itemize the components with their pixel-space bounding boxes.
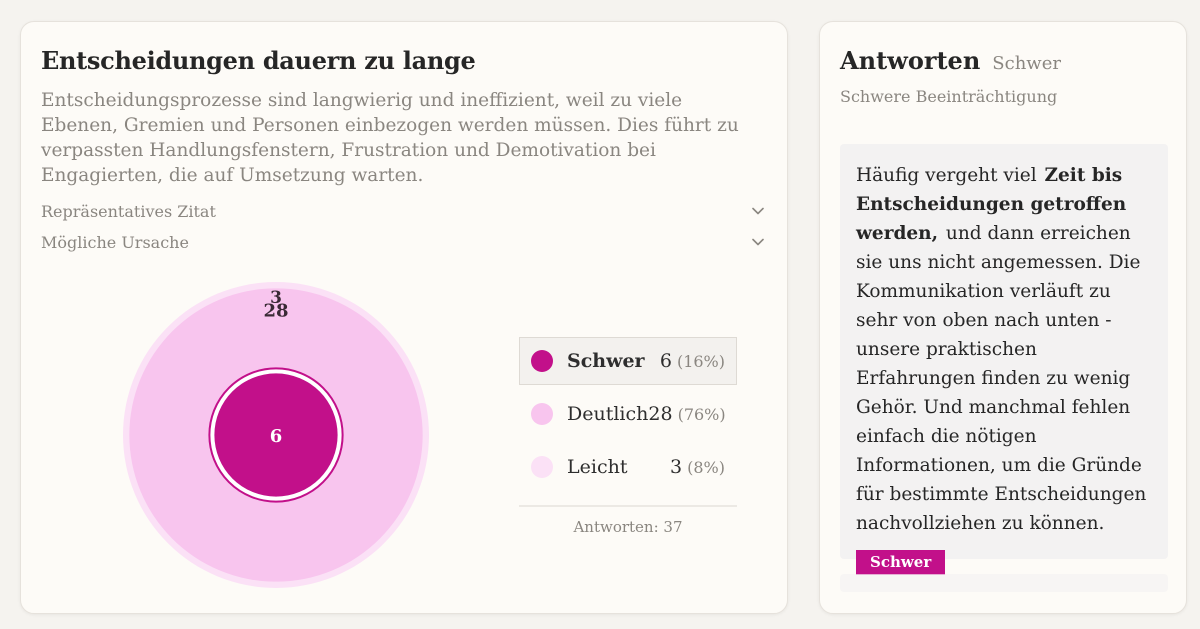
answer-text-before: Häufig vergeht viel	[856, 165, 1043, 186]
card-title: Entscheidungen dauern zu lange	[41, 46, 476, 75]
answers-filter: Schwer	[992, 53, 1061, 74]
chevron-down-icon	[752, 207, 764, 215]
legend-dot	[531, 350, 553, 372]
answer-text: Häufig vergeht viel Zeit bis Entscheidun…	[856, 161, 1152, 538]
legend-count: 6	[659, 350, 672, 372]
legend-item-schwer[interactable]: Schwer 6 (16%)	[519, 337, 737, 385]
legend-item-leicht[interactable]: Leicht 3 (8%)	[519, 443, 737, 491]
answers-header: Antworten Schwer	[840, 46, 1061, 75]
legend-percent: (76%)	[677, 404, 726, 424]
accordion-possible-cause[interactable]: Mögliche Ursache	[41, 230, 765, 254]
legend-dot	[531, 456, 553, 478]
answer-card: Häufig vergeht viel Zeit bis Entscheidun…	[840, 144, 1168, 575]
next-answer-card	[840, 574, 1168, 592]
circle-label-schwer: 6	[270, 426, 283, 447]
chart-legend: Schwer 6 (16%) Deutlich 28 (76%) Leicht …	[519, 337, 737, 536]
legend-dot	[531, 403, 553, 425]
legend-percent: (8%)	[687, 457, 725, 477]
circle-label-deutlich: 28	[263, 300, 288, 321]
card-description: Entscheidungsprozesse sind langwierig un…	[41, 90, 739, 186]
answers-panel: Antworten Schwer Schwere Beeinträchtigun…	[819, 21, 1187, 614]
response-total: Antworten: 37	[573, 518, 683, 536]
legend-label: Deutlich	[567, 403, 649, 425]
legend-count: 28	[648, 403, 673, 425]
severity-card: Entscheidungen dauern zu lange Entscheid…	[20, 21, 788, 614]
severity-tag[interactable]: Schwer	[856, 550, 946, 575]
circle-label-leicht: 3	[270, 288, 282, 308]
answer-text-after: und dann erreichen sie uns nicht angemes…	[856, 223, 1147, 534]
legend-percent: (16%)	[676, 351, 725, 371]
accordion-label: Mögliche Ursache	[41, 232, 189, 252]
answer-highlight: Zeit bis Entscheidungen getroffen werden…	[856, 165, 1127, 244]
legend-label: Schwer	[567, 350, 645, 372]
accordion-label: Repräsentatives Zitat	[41, 201, 216, 221]
answers-subtitle: Schwere Beeinträchtigung	[840, 87, 1058, 106]
chevron-down-icon	[752, 238, 764, 246]
legend-count: 3	[670, 456, 683, 478]
legend-divider	[519, 505, 737, 507]
severity-circle-chart: 328 6	[123, 282, 429, 588]
answers-title: Antworten	[840, 46, 981, 75]
legend-label: Leicht	[567, 456, 628, 478]
accordion-representative-quote[interactable]: Repräsentatives Zitat	[41, 199, 765, 223]
legend-item-deutlich[interactable]: Deutlich 28 (76%)	[519, 390, 737, 438]
circle-schwer[interactable]	[214, 373, 338, 497]
